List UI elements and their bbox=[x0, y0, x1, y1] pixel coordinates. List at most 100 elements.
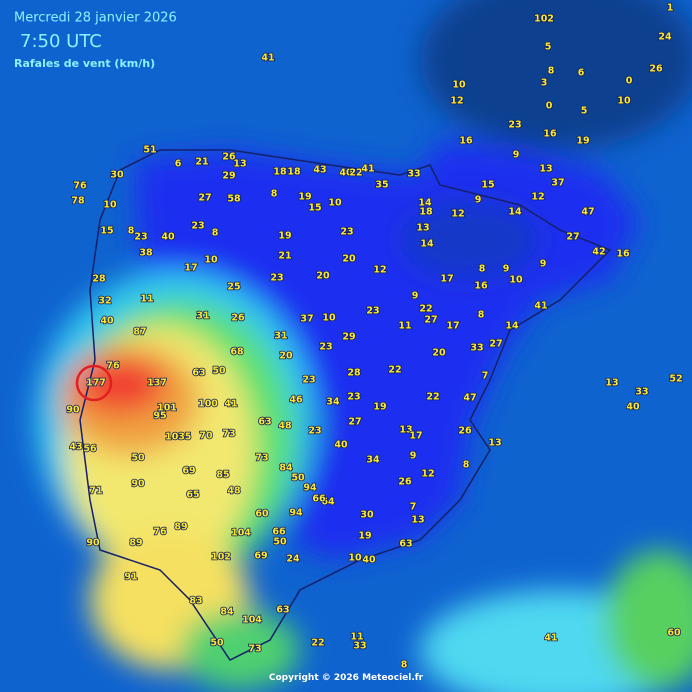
station-value: 102 bbox=[211, 552, 231, 563]
station-value: 17 bbox=[409, 431, 422, 442]
station-value: 29 bbox=[222, 171, 235, 182]
station-value: 12 bbox=[450, 96, 463, 107]
station-value: 23 bbox=[319, 342, 332, 353]
station-value: 64 bbox=[321, 497, 335, 508]
station-value: 21 bbox=[195, 157, 208, 168]
station-value: 18 bbox=[273, 167, 287, 178]
station-value: 9 bbox=[475, 195, 482, 206]
station-value: 50 bbox=[291, 473, 305, 484]
station-value: 33 bbox=[470, 343, 483, 354]
station-value: 14 bbox=[420, 239, 434, 250]
station-value: 11 bbox=[140, 294, 153, 305]
station-value: 12 bbox=[531, 192, 544, 203]
station-value: 40 bbox=[626, 402, 640, 413]
station-value: 85 bbox=[216, 470, 229, 481]
station-value: 0 bbox=[546, 101, 553, 112]
station-value: 26 bbox=[222, 152, 236, 163]
station-value: 8 bbox=[271, 189, 278, 200]
station-value: 9 bbox=[540, 259, 547, 270]
station-value: 52 bbox=[669, 374, 682, 385]
station-value: 28 bbox=[347, 368, 361, 379]
station-value: 104 bbox=[242, 615, 262, 626]
station-value: 8 bbox=[478, 310, 485, 321]
station-value: 24 bbox=[286, 554, 300, 565]
station-value: 5 bbox=[185, 432, 192, 443]
station-value: 63 bbox=[192, 368, 205, 379]
station-value: 56 bbox=[83, 444, 97, 455]
station-value: 26 bbox=[649, 64, 663, 75]
station-value: 10 bbox=[617, 96, 631, 107]
station-value: 60 bbox=[667, 628, 681, 639]
station-value: 22 bbox=[349, 168, 362, 179]
station-value: 63 bbox=[276, 605, 289, 616]
station-value: 37 bbox=[551, 178, 564, 189]
station-value: 76 bbox=[106, 361, 120, 372]
station-value: 78 bbox=[71, 196, 85, 207]
station-value: 19 bbox=[373, 402, 386, 413]
footer: Copyright © 2026 Meteociel.fr bbox=[269, 673, 424, 683]
station-value: 10 bbox=[509, 275, 523, 286]
station-value: 40 bbox=[339, 168, 353, 179]
station-value: 12 bbox=[421, 469, 434, 480]
station-value: 23 bbox=[191, 221, 204, 232]
station-value: 1 bbox=[667, 3, 674, 14]
station-value: 102 bbox=[534, 14, 554, 25]
station-value: 43 bbox=[69, 442, 82, 453]
station-value: 13 bbox=[399, 425, 412, 436]
station-value: 40 bbox=[362, 555, 376, 566]
station-value: 22 bbox=[388, 365, 401, 376]
station-value: 73 bbox=[255, 453, 268, 464]
station-value: 26 bbox=[458, 426, 472, 437]
station-value: 9 bbox=[503, 264, 510, 275]
station-value: 76 bbox=[73, 181, 87, 192]
station-value: 20 bbox=[432, 348, 446, 359]
station-value: 73 bbox=[222, 429, 235, 440]
station-value: 0 bbox=[626, 76, 633, 87]
station-value: 27 bbox=[424, 315, 437, 326]
station-value: 9 bbox=[412, 291, 419, 302]
station-value: 50 bbox=[212, 366, 226, 377]
station-value: 50 bbox=[131, 453, 145, 464]
station-value: 94 bbox=[303, 483, 317, 494]
station-value: 23 bbox=[308, 426, 321, 437]
station-value: 30 bbox=[110, 170, 124, 181]
station-value: 20 bbox=[316, 271, 330, 282]
station-value: 137 bbox=[147, 378, 167, 389]
station-value: 42 bbox=[592, 247, 605, 258]
station-value: 17 bbox=[184, 263, 197, 274]
station-value: 14 bbox=[505, 321, 519, 332]
station-value: 10 bbox=[348, 553, 362, 564]
station-value: 8 bbox=[128, 226, 135, 237]
station-value: 60 bbox=[255, 509, 269, 520]
station-value: 40 bbox=[161, 232, 175, 243]
station-value: 19 bbox=[358, 531, 371, 542]
station-value: 63 bbox=[399, 539, 412, 550]
station-value: 24 bbox=[658, 32, 672, 43]
station-value: 90 bbox=[86, 538, 100, 549]
station-value: 9 bbox=[513, 150, 520, 161]
station-value: 15 bbox=[481, 180, 494, 191]
station-value: 23 bbox=[302, 375, 315, 386]
station-value: 68 bbox=[230, 347, 244, 358]
station-value: 66 bbox=[312, 494, 326, 505]
station-value: 94 bbox=[289, 508, 303, 519]
station-value: 7 bbox=[482, 371, 489, 382]
station-value: 101 bbox=[157, 403, 177, 414]
station-value: 26 bbox=[398, 477, 412, 488]
station-value: 11 bbox=[350, 632, 363, 643]
station-value: 46 bbox=[289, 395, 303, 406]
station-value: 89 bbox=[174, 522, 187, 533]
station-value: 13 bbox=[539, 164, 552, 175]
station-value: 66 bbox=[272, 527, 286, 538]
station-value: 35 bbox=[375, 180, 388, 191]
station-value: 73 bbox=[248, 644, 261, 655]
station-value: 15 bbox=[100, 226, 113, 237]
station-value: 13 bbox=[233, 159, 246, 170]
station-value: 23 bbox=[270, 273, 283, 284]
station-value: 69 bbox=[254, 551, 267, 562]
station-value: 23 bbox=[340, 227, 353, 238]
station-value: 100 bbox=[198, 399, 218, 410]
station-value: 3 bbox=[541, 78, 548, 89]
station-value: 6 bbox=[578, 68, 585, 79]
